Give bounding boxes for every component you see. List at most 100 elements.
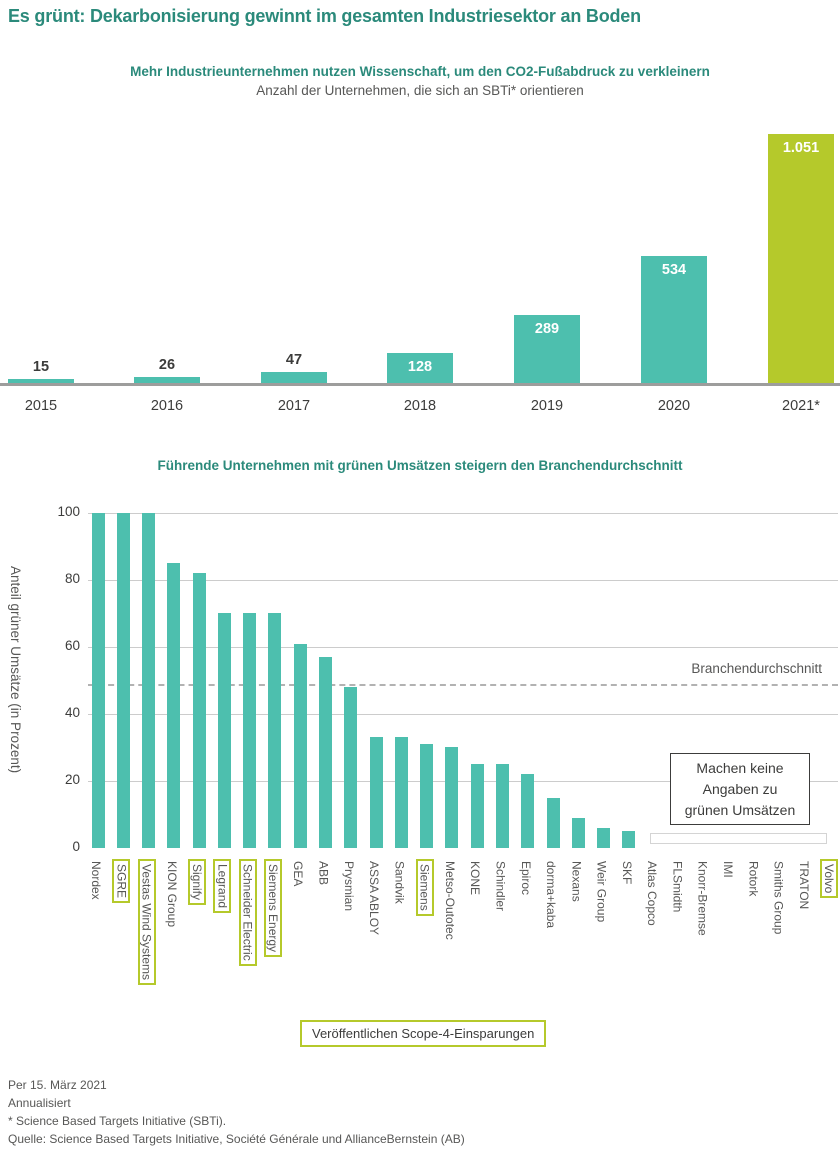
chart2-x-label-sandvik: Sandvik [392, 861, 407, 904]
chart2-x-label-atlas-copco: Atlas Copco [645, 861, 660, 926]
chart1-value-label: 26 [158, 357, 176, 373]
chart1-subtitle: Anzahl der Unternehmen, die sich an SBTi… [256, 83, 584, 98]
y-tick-100: 100 [57, 504, 80, 519]
footnote-sbti: * Science Based Targets Initiative (SBTi… [8, 1114, 227, 1128]
chart2-x-label-metso-outotec: Metso-Outotec [442, 861, 457, 940]
chart2-title: Führende Unternehmen mit grünen Umsätzen… [157, 458, 683, 473]
chart1-value-label: 128 [407, 359, 433, 375]
chart1-x-label-2017: 2017 [277, 398, 311, 414]
chart2-x-label-skf: SKF [619, 861, 634, 885]
chart2-x-label-traton: TRATON [796, 861, 811, 910]
chart2-x-label-legrand: Legrand [213, 859, 232, 914]
gridline-20 [88, 781, 838, 782]
y-tick-80: 80 [64, 571, 80, 586]
chart2-x-label-kion-group: KION Group [164, 861, 179, 928]
chart1-bar-2018 [387, 353, 453, 383]
chart1-plot-area [0, 110, 840, 386]
chart2-bar-abb [319, 657, 333, 848]
y-tick-60: 60 [64, 638, 80, 653]
chart2-x-label-nordex: Nordex [89, 861, 103, 900]
chart2-bar-weir-group [597, 828, 611, 848]
chart2-bar-dorma-kaba [546, 798, 560, 848]
chart2-bar-vestas-wind-systems [142, 513, 156, 848]
footnote-source: Quelle: Science Based Targets Initiative… [8, 1132, 465, 1146]
chart2-x-label-vestas-wind-systems: Vestas Wind Systems [137, 859, 156, 986]
chart2-bar-siemens-energy [268, 613, 282, 848]
chart2-x-label-schneider-electric: Schneider Electric [238, 859, 257, 966]
y-tick-40: 40 [64, 705, 80, 720]
chart2-y-axis-title: Anteil grüner Umsätze (in Prozent) [8, 566, 23, 774]
chart2-x-label-weir-group: Weir Group [594, 861, 609, 923]
chart1-bar-2015 [8, 379, 74, 383]
chart2-x-label-signify: Signify [188, 859, 207, 906]
chart2-x-label-assa-abloy: ASSA ABLOY [367, 861, 382, 936]
chart2-bar-sandvik [394, 737, 408, 848]
no-data-callout-box: Machen keine Angaben zu grünen Umsätzen [670, 753, 810, 825]
chart2-x-label-sgre: SGRE [112, 859, 131, 904]
chart1-bar-2021* [768, 134, 834, 383]
chart2-plot-area [88, 513, 838, 848]
chart2-bar-prysmian [344, 687, 358, 848]
no-data-region-strip [650, 833, 827, 844]
chart1-x-label-2016: 2016 [150, 398, 184, 414]
chart2-x-label-imi: IMI [721, 861, 735, 878]
callout-line: Angaben zu [702, 780, 778, 797]
chart2-bar-kone [470, 764, 484, 848]
chart2-bar-skf [622, 831, 636, 848]
chart1-x-label-2020: 2020 [657, 398, 691, 414]
chart2-bar-nexans [571, 818, 585, 848]
gridline-100 [88, 513, 838, 514]
callout-line: grünen Umsätzen [684, 801, 796, 818]
chart2-bar-epiroc [521, 774, 535, 848]
chart1-bar-2016 [134, 377, 200, 383]
chart2-x-label-nexans: Nexans [569, 861, 584, 902]
chart1-bar-2017 [261, 372, 327, 383]
industry-average-label: Branchendurchschnitt [691, 661, 822, 676]
chart2-x-label-schindler: Schindler [493, 861, 508, 912]
chart2-x-label-flsmidth: FLSmidth [670, 861, 685, 913]
chart1-x-label-2019: 2019 [530, 398, 564, 414]
chart2-x-label-volvo: Volvo [820, 859, 839, 899]
chart2-x-label-rotork: Rotork [746, 861, 761, 897]
chart2-x-label-abb: ABB [316, 861, 331, 886]
chart1-x-label-2018: 2018 [403, 398, 437, 414]
chart2-x-label-prysmian: Prysmian [341, 861, 356, 912]
chart1-x-axis-line [0, 383, 840, 386]
chart2-x-label-smiths-group: Smiths Group [771, 861, 786, 935]
gridline-80 [88, 580, 838, 581]
chart2-x-label-knorr-bremse: Knorr-Bremse [695, 861, 710, 936]
chart2-x-axis-labels: Nordex SGRE Vestas Wind Systems KION Group S… [0, 859, 840, 1021]
chart1-value-label: 289 [534, 321, 560, 337]
chart2-x-label-epiroc: Epiroc [518, 861, 533, 896]
chart1-bar-2020 [641, 256, 707, 383]
callout-line: Machen keine [696, 759, 784, 776]
chart1-x-label-2021*: 2021* [782, 398, 820, 414]
gridline-40 [88, 714, 838, 715]
footnote-annualized: Annualisiert [8, 1096, 71, 1110]
chart2-x-label-siemens: Siemens [415, 859, 434, 916]
footnote-as-of-date: Per 15. März 2021 [8, 1078, 107, 1092]
chart2-bar-legrand [217, 613, 231, 848]
chart1-value-label: 1.051 [782, 140, 820, 156]
chart2-bar-kion-group [167, 563, 181, 848]
chart2-bar-signify [192, 573, 206, 848]
footnotes: Per 15. März 2021 Annualisiert * Science… [8, 1076, 828, 1148]
chart2-x-label-kone: KONE [468, 861, 483, 896]
chart2-bar-siemens [420, 744, 434, 848]
page-title: Es grünt: Dekarbonisierung gewinnt im ge… [8, 6, 641, 26]
chart2-x-label-dorma-kaba: dorma+kaba [544, 861, 559, 929]
chart2-bar-nordex [91, 513, 105, 848]
chart2-bar-metso-outotec [445, 747, 459, 848]
chart1-value-label: 534 [661, 262, 687, 278]
chart2-x-label-gea: GEA [291, 861, 306, 887]
chart2-bar-schindler [495, 764, 509, 848]
chart2-bar-sgre [116, 513, 130, 848]
chart2-x-label-siemens-energy: Siemens Energy [263, 859, 282, 958]
industry-average-line [88, 683, 838, 686]
chart1-bar-2019 [514, 315, 580, 383]
chart1-x-label-2015: 2015 [24, 398, 58, 414]
chart1-value-label: 47 [285, 352, 303, 368]
chart2-bar-gea [293, 644, 307, 848]
chart1-title: Mehr Industrieunternehmen nutzen Wissens… [130, 64, 710, 79]
